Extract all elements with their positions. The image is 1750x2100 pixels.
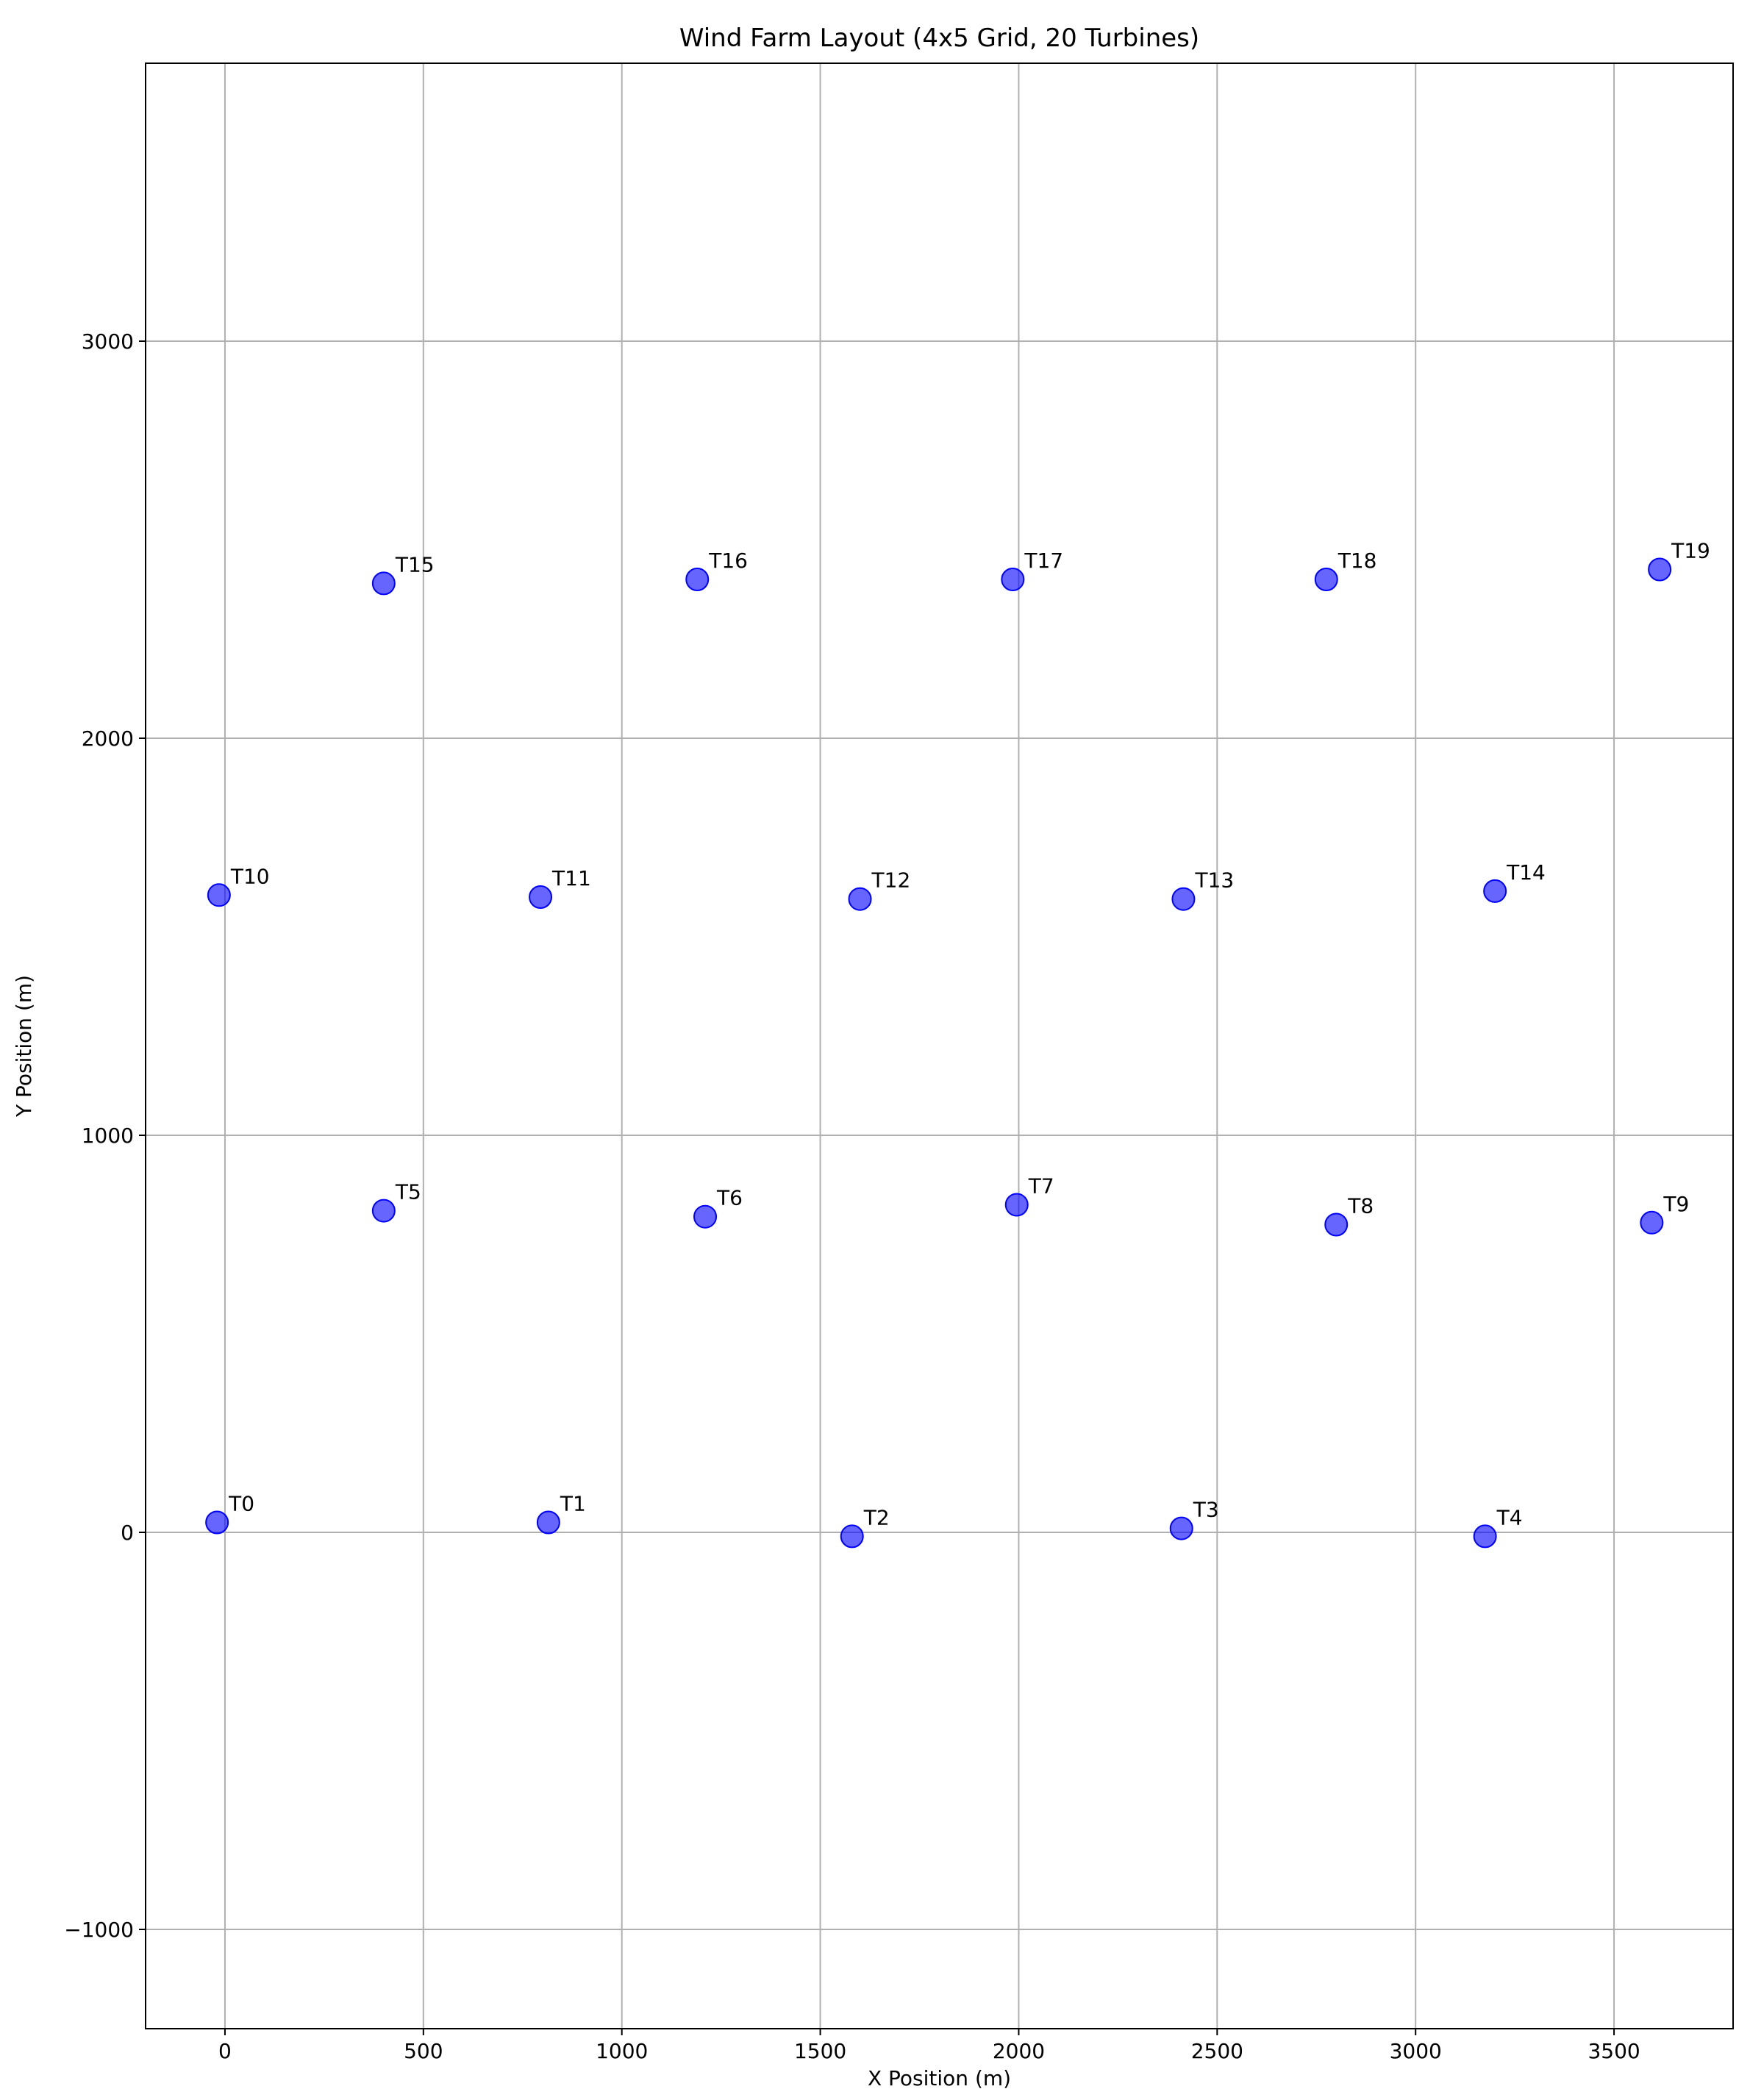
turbine-label: T5 (395, 1180, 421, 1204)
turbine-label: T14 (1506, 860, 1546, 885)
turbine-marker (1314, 568, 1338, 591)
turbine-label: T1 (560, 1492, 586, 1516)
turbine-marker (1004, 1193, 1029, 1217)
turbine-marker (529, 885, 553, 909)
turbine-marker (848, 887, 872, 911)
turbine-marker (840, 1524, 864, 1549)
turbine-marker (1483, 879, 1507, 903)
turbine-label: T17 (1024, 549, 1063, 573)
x-tick-label: 1500 (794, 2039, 846, 2063)
turbine-marker (371, 1199, 396, 1223)
turbine-marker (1001, 568, 1025, 591)
turbine-marker (1171, 887, 1196, 911)
turbine-label: T9 (1663, 1192, 1689, 1216)
x-tick-label: 3500 (1588, 2039, 1640, 2063)
y-axis-label: Y Position (m) (12, 975, 36, 1118)
x-tick-label: 3000 (1390, 2039, 1442, 2063)
turbine-label: T6 (716, 1186, 743, 1210)
turbine-label: T12 (871, 868, 911, 893)
x-axis-label: X Position (m) (868, 2066, 1011, 2090)
plot-frame (145, 63, 1734, 2029)
turbine-marker (371, 571, 396, 596)
turbine-marker (1640, 1210, 1664, 1235)
turbine-label: T0 (228, 1492, 254, 1516)
y-tick-label: −1000 (64, 1918, 134, 1942)
y-tick-label: 2000 (82, 726, 134, 751)
turbine-label: T13 (1194, 868, 1234, 893)
x-tick-label: 500 (404, 2039, 443, 2063)
y-tick-label: 3000 (82, 329, 134, 354)
turbine-label: T8 (1347, 1194, 1374, 1218)
turbine-marker (1169, 1516, 1193, 1540)
y-tick-label: 1000 (82, 1124, 134, 1148)
data-points: T0 T1 T2 T3 T4 T5 T6 T7 T8 T9 T10 T11 T12 T13 T14 T15 T1… (205, 539, 1710, 1549)
turbine-label: T4 (1496, 1505, 1523, 1529)
turbine-label: T11 (551, 866, 591, 890)
turbine-label: T18 (1338, 549, 1377, 573)
turbine-marker (205, 1510, 229, 1535)
turbine-label: T10 (230, 864, 270, 888)
turbine-marker (536, 1510, 560, 1535)
axis-ticks: 0 500 1000 1500 2000 2500 3000 3500 −1000 0 1000 20… (64, 329, 1640, 2063)
turbine-label: T2 (863, 1505, 890, 1529)
turbine-label: T3 (1193, 1498, 1219, 1522)
x-tick-label: 1000 (596, 2039, 648, 2063)
turbine-label: T16 (708, 549, 748, 573)
turbine-label: T19 (1671, 539, 1710, 563)
grid (146, 63, 1733, 2029)
y-tick-label: 0 (121, 1521, 134, 1545)
x-tick-label: 2500 (1191, 2039, 1243, 2063)
chart-title: Wind Farm Layout (4x5 Grid, 20 Turbines) (679, 24, 1199, 53)
turbine-marker (207, 883, 231, 907)
turbine-marker (685, 568, 710, 591)
turbine-marker (1648, 557, 1672, 582)
turbine-marker (1324, 1212, 1349, 1237)
turbine-label: T15 (395, 552, 435, 576)
x-tick-label: 0 (218, 2039, 232, 2063)
turbine-marker (1473, 1524, 1497, 1549)
turbine-label: T7 (1028, 1174, 1054, 1199)
x-tick-label: 2000 (993, 2039, 1045, 2063)
turbine-marker (693, 1204, 718, 1229)
